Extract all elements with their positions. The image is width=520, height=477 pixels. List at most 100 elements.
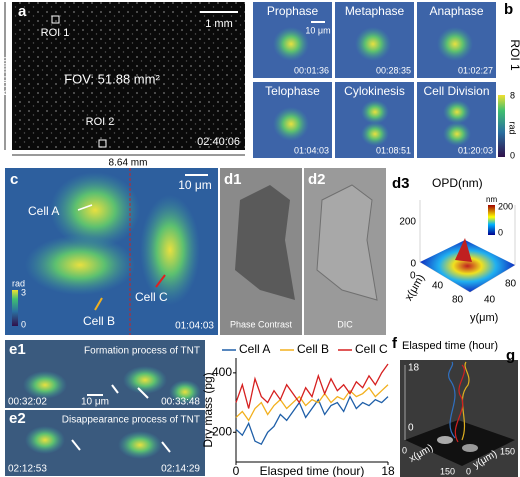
time-stamp: 01:20:03 [458, 145, 493, 155]
y-tick-label: 200 [212, 424, 232, 438]
roi-box [51, 15, 60, 24]
panel-label: f [392, 335, 398, 352]
cell-label: Cell C [135, 290, 168, 304]
y-tick: 0 [466, 466, 471, 476]
panel-label: a [18, 3, 27, 20]
caption: Phase Contrast [230, 319, 293, 329]
surface [420, 240, 515, 292]
y-tick: 40 [484, 295, 496, 306]
time-stamp: 00:32:02 [8, 397, 47, 408]
plot-title: OPD(nm) [432, 176, 483, 190]
roi-label: ROI 1 [508, 39, 520, 71]
height-label: 6.00 mm [1, 57, 12, 96]
cell [273, 107, 309, 141]
x-tick: 80 [452, 295, 464, 306]
panel-d1: d1 Phase Contrast [220, 168, 302, 335]
time-stamp: 01:04:03 [294, 145, 329, 155]
cell-label: Cell B [83, 314, 115, 328]
panel-a: a 1 mm ROI 1 FOV: 51.88 mm² ROI 2 02:40:… [1, 2, 245, 169]
time-stamp: 00:01:36 [294, 65, 329, 75]
panel-d3: d3 OPD(nm) nm 200 0 200 0 0 40 80 x(μm) … [392, 175, 517, 324]
z-tick: 0 [408, 423, 414, 434]
cell [361, 100, 389, 124]
panel-label: c [10, 171, 18, 188]
cell-label: Cell A [28, 204, 59, 218]
colorbar-max: 3 [21, 287, 26, 297]
cell-shape [316, 184, 378, 301]
legend-label: Cell B [297, 342, 329, 356]
colorbar-unit: nm [486, 195, 497, 204]
arrow [111, 384, 119, 394]
x-axis-title: Elasped time (hour) [260, 464, 365, 477]
panel-label: b [504, 1, 513, 18]
legend-label: Cell C [355, 342, 388, 356]
cell [437, 27, 473, 61]
x-tick: 0 [402, 445, 407, 455]
time-stamp: 02:12:53 [8, 464, 47, 475]
cell [169, 380, 201, 404]
scale-text: 10 μm [178, 178, 212, 192]
cell-blob [437, 436, 453, 444]
arrow [71, 439, 81, 451]
panel-e1: e1 Formation process of TNT 10 μm 00:32:… [5, 340, 205, 408]
time-stamp: 01:02:27 [458, 65, 493, 75]
panel-d2: d2 DIC [304, 168, 386, 335]
colorbar-max: 200 [498, 201, 513, 211]
colorbar-min: 0 [498, 227, 503, 237]
colorbar-unit: rad [12, 278, 25, 288]
colorbar [488, 205, 495, 235]
panel-f: f 200 400 0 18 Elasped time (hour) Dry mass (… [201, 335, 398, 477]
x-tick-label: 0 [233, 464, 240, 477]
cell [355, 27, 391, 61]
cell [50, 172, 140, 248]
phase-label: Telophase [265, 84, 320, 98]
arrow [94, 297, 103, 311]
phase-label: Prophase [267, 4, 319, 18]
cell [361, 122, 389, 146]
scale-text: 1 mm [205, 18, 233, 30]
caption: DIC [337, 319, 353, 329]
panel-g: Elasped time (hour) 18 0 g 0 x(μm) 150 0… [400, 340, 518, 477]
base-plane [405, 420, 515, 466]
z-tick: 0 [410, 259, 416, 270]
data-line [235, 363, 389, 409]
panel-label: e2 [9, 410, 26, 427]
cell [123, 366, 167, 394]
time-stamp: 00:28:35 [376, 65, 411, 75]
scale-text: 10 μm [81, 397, 109, 408]
colorbar [498, 95, 505, 157]
z-tick: 200 [399, 217, 416, 228]
panel-label: d2 [308, 171, 326, 188]
panel-label: e1 [9, 341, 26, 358]
y-axis-title: Dry mass (pg) [201, 372, 215, 447]
phase-label: Anaphase [429, 4, 483, 18]
roi-label: ROI 1 [41, 27, 70, 39]
time-stamp: 01:08:51 [376, 145, 411, 155]
panel-c: c 10 μm Cell A Cell B Cell C rad 3 0 01:… [5, 168, 218, 335]
colorbar-unit: rad [508, 121, 518, 134]
x-tick: 150 [440, 466, 455, 476]
arrow [77, 204, 93, 211]
panel-label: g [506, 347, 515, 364]
time-stamp: 01:04:03 [175, 321, 214, 332]
z-tick: 18 [408, 363, 420, 374]
x-tick-label: 18 [381, 464, 395, 477]
phase-label: Metaphase [345, 4, 405, 18]
time-stamp: 02:14:29 [161, 464, 200, 475]
phase-label: Cell Division [423, 84, 489, 98]
time-stamp: 02:40:06 [197, 136, 240, 148]
cell [23, 371, 67, 399]
y-tick: 80 [505, 279, 517, 290]
panel-label: d1 [224, 171, 242, 188]
panel-b: b ROI 1 8 rad 0 Prophase 00:01:36 10 μm Met… [253, 1, 520, 160]
phase-label: Cylokinesis [344, 84, 405, 98]
panel-label: d3 [392, 175, 410, 192]
x-tick: 0 [410, 271, 416, 282]
data-line [235, 384, 389, 422]
colorbar-min: 0 [21, 319, 26, 329]
data-line [235, 395, 389, 446]
x-label: x(μm) [403, 272, 428, 303]
legend-label: Cell A [239, 342, 270, 356]
track [454, 364, 465, 443]
